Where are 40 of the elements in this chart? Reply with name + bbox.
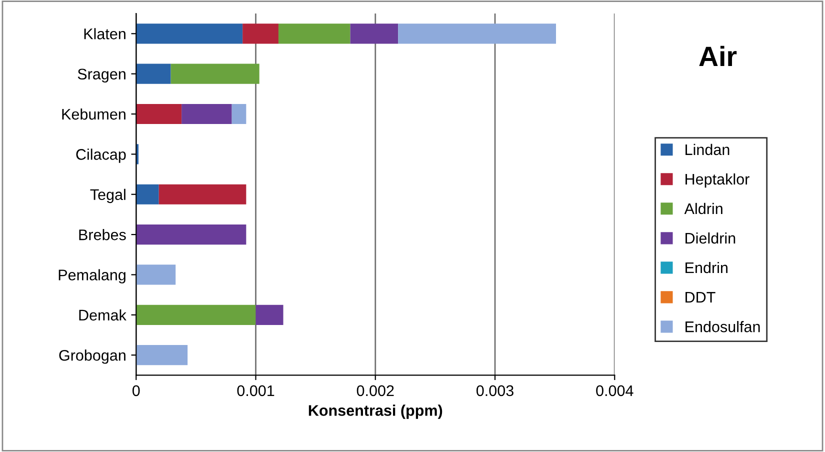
y-tick-label: Grobogan <box>59 350 126 364</box>
y-tick-label: Kebumen <box>62 108 126 120</box>
bar <box>136 104 182 124</box>
legend-label: Lindan <box>686 144 730 156</box>
x-tick-label: 0.003 <box>476 385 514 396</box>
x-tick-label: 0.004 <box>596 385 634 396</box>
legend-label: Dieldrin <box>686 232 736 244</box>
bar <box>278 24 350 44</box>
y-tick-label: Pemalang <box>58 269 126 284</box>
bar <box>136 24 243 44</box>
bar <box>256 304 284 325</box>
legend-label: Endosulfan <box>686 321 760 332</box>
bar <box>136 304 256 325</box>
bar <box>136 64 171 84</box>
bar <box>398 24 556 44</box>
y-tick-label: Sragen <box>78 68 126 83</box>
bar <box>136 345 188 366</box>
x-tick-label: 0.001 <box>237 385 274 396</box>
bar <box>350 24 398 44</box>
y-tick-label: Brebes <box>79 229 126 240</box>
x-axis-title: Konsentrasi (ppm) <box>308 404 442 419</box>
y-tick-label: Cilacap <box>76 148 126 163</box>
legend-label: Heptaklor <box>686 173 750 188</box>
legend-label: Endrin <box>686 262 728 274</box>
bar <box>182 104 232 124</box>
legend-label: DDT <box>686 292 716 303</box>
bar <box>136 184 159 204</box>
x-tick-label: 0.002 <box>356 385 394 396</box>
text: Air <box>699 46 737 66</box>
bar <box>170 64 260 84</box>
bar <box>136 264 176 285</box>
bar <box>158 184 246 204</box>
bar <box>232 104 246 124</box>
x-tick-label: 0 <box>132 385 140 396</box>
y-tick-label: Tegal <box>90 188 126 204</box>
bar <box>136 224 246 245</box>
legend-label: Aldrin <box>684 202 722 214</box>
bar <box>242 24 278 44</box>
y-tick-label: Klaten <box>84 28 126 40</box>
y-tick-label: Demak <box>79 309 126 321</box>
